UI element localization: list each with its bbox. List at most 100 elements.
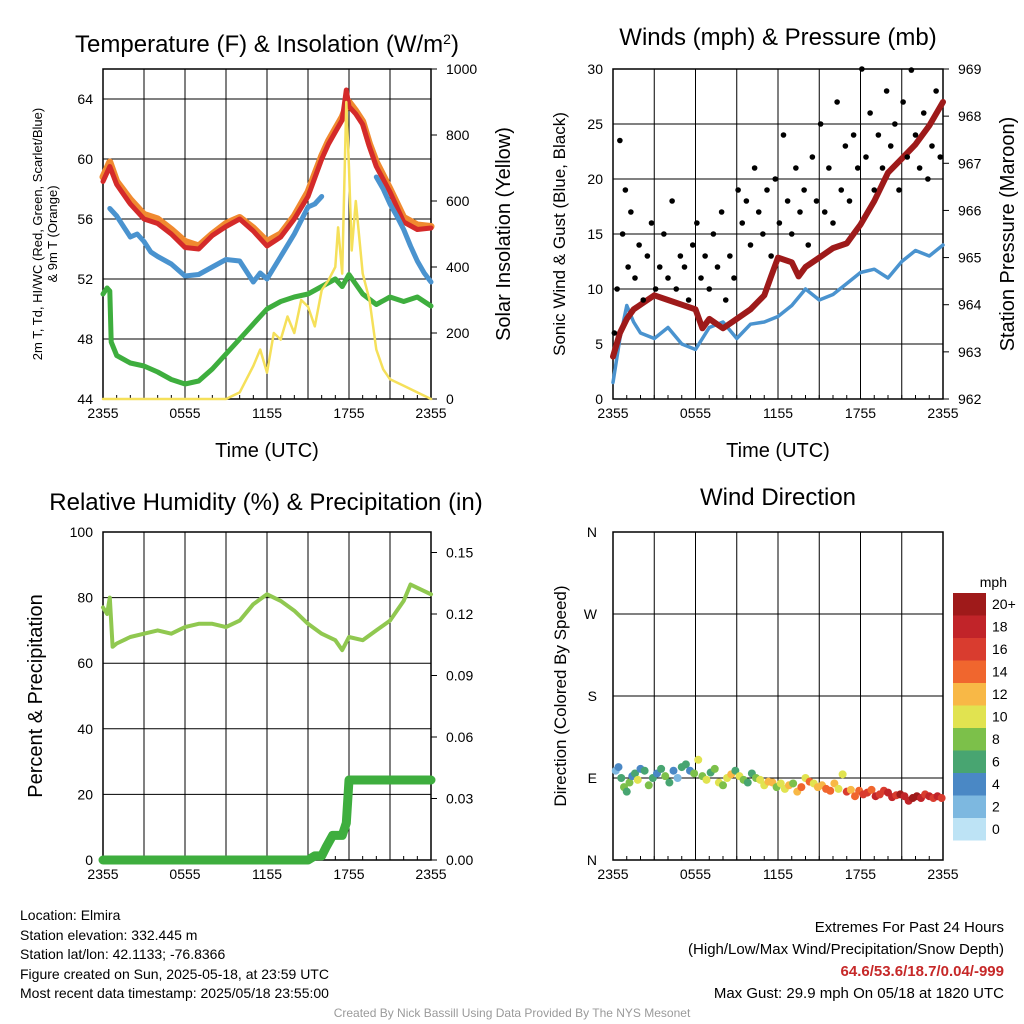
direction-point	[756, 775, 765, 784]
gust-point	[821, 209, 828, 215]
gust-point	[875, 132, 882, 138]
gust-point	[920, 110, 927, 116]
y-right-tick-label: 0.09	[446, 668, 473, 684]
gust-point	[912, 132, 919, 138]
gust-point	[685, 297, 692, 303]
direction-point	[776, 779, 785, 788]
gust-point	[652, 286, 659, 292]
gust-point	[764, 187, 770, 193]
gust-point	[648, 220, 655, 226]
gust-point	[784, 198, 791, 204]
gust-point	[859, 66, 865, 72]
gust-point	[622, 187, 629, 193]
gust-point	[780, 132, 787, 138]
gust-point	[817, 121, 824, 127]
direction-point	[669, 766, 678, 775]
x-tick-label: 1755	[845, 866, 876, 882]
y-tick-label: 15	[587, 226, 603, 242]
legend-swatch	[953, 593, 986, 616]
legend-swatch	[953, 795, 986, 818]
extremes-values: 64.6/53.6/18.7/0.04/-999	[840, 963, 1004, 980]
legend-label: 4	[992, 776, 1000, 792]
legend-label: 12	[992, 686, 1008, 702]
gust-point	[710, 231, 717, 237]
y-right-tick-label: 965	[958, 250, 982, 266]
legend-label: 6	[992, 754, 1000, 770]
plot-frame	[612, 68, 944, 400]
chart-panel-2: Winds (mph) & Pressure (mb) 2355 0555 1155 1…	[550, 24, 1019, 462]
x-tick-label: 1155	[763, 866, 793, 882]
gust-point	[788, 231, 795, 237]
y-tick-label: 25	[587, 116, 603, 132]
series-line-insolation	[101, 100, 433, 401]
gust-point	[772, 176, 779, 182]
gust-point	[640, 297, 647, 303]
y-axis-label: Percent & Precipitation	[25, 594, 47, 797]
direction-point	[625, 778, 634, 787]
credit-text: Created By Nick Bassill Using Data Provi…	[333, 1006, 691, 1020]
chart-title: Relative Humidity (%) & Precipitation (i…	[49, 489, 482, 516]
series-line-pressure	[610, 99, 946, 360]
y-right-tick-label: 800	[446, 127, 470, 143]
legend-title: mph	[980, 574, 1007, 590]
direction-point	[867, 785, 876, 794]
gust-point	[842, 143, 849, 149]
y-tick-label: 0	[85, 852, 93, 868]
direction-point	[826, 786, 835, 795]
legend-label: 16	[992, 641, 1008, 657]
direction-point	[851, 792, 859, 801]
gust-point	[925, 176, 931, 182]
x-tick-label: 2355	[87, 405, 118, 421]
chart-title: Wind Direction	[700, 484, 856, 511]
x-tick-label: 0555	[680, 405, 711, 421]
gust-point	[850, 132, 857, 138]
gust-point	[896, 187, 902, 193]
gust-point	[867, 110, 873, 116]
y-tick-label: 30	[587, 61, 603, 77]
gust-point	[644, 253, 651, 259]
x-tick-label: 2355	[415, 405, 446, 421]
y-axis-label: & 9m T (Orange)	[45, 185, 60, 282]
y-right-tick-label: 400	[446, 259, 470, 275]
gust-point	[669, 198, 675, 204]
legend-label: 10	[992, 709, 1008, 725]
y-right-tick-label: 1000	[446, 61, 477, 77]
x-tick-label: 2355	[415, 866, 446, 882]
gust-point	[933, 88, 939, 94]
y-tick-label: 5	[595, 336, 603, 352]
gust-point	[636, 242, 642, 248]
direction-point	[673, 774, 682, 782]
y-right-tick-label: 963	[958, 344, 982, 360]
gust-point	[735, 187, 741, 193]
x-tick-label: 1155	[763, 405, 793, 421]
y-tick-label: 60	[77, 151, 93, 167]
legend-swatch	[953, 660, 986, 683]
y-tick-label: S	[588, 688, 597, 704]
gust-point	[826, 165, 832, 171]
extremes-info: Extremes For Past 24 Hours (High/Low/Max…	[688, 917, 1004, 1005]
gust-point	[727, 253, 733, 259]
legend-swatch	[953, 638, 986, 661]
y-right-axis-label: Solar Insolation (Yellow)	[493, 127, 515, 341]
direction-point	[614, 763, 623, 772]
gust-point	[904, 154, 911, 160]
recent-timestamp-text: Most recent data timestamp: 2025/05/18 2…	[20, 985, 329, 1001]
latlon-text: Station lat/lon: 42.1133; -76.8366	[20, 946, 226, 962]
gust-point	[619, 231, 626, 237]
gust-point	[809, 154, 816, 160]
y-tick-label: 80	[77, 590, 93, 606]
y-tick-label: N	[587, 852, 597, 868]
gust-point	[863, 154, 869, 160]
gust-point	[673, 286, 680, 292]
y-right-axis-label: Station Pressure (Maroon)	[997, 117, 1019, 352]
y-right-tick-label: 962	[958, 391, 982, 407]
gust-point	[628, 209, 634, 215]
x-tick-label: 2355	[597, 405, 628, 421]
gust-point	[846, 198, 853, 204]
y-right-tick-label: 200	[446, 325, 470, 341]
gust-point	[665, 275, 671, 281]
legend-swatch	[953, 773, 986, 796]
direction-point	[640, 766, 649, 775]
y-right-tick-label: 966	[958, 202, 982, 218]
direction-point	[743, 778, 752, 787]
